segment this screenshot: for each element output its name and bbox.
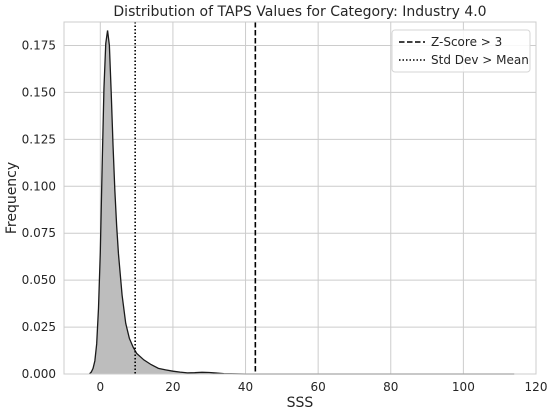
x-tick-label: 0 [96, 380, 104, 394]
y-tick-label: 0.025 [22, 320, 56, 334]
y-tick-label: 0.100 [22, 179, 56, 193]
y-tick-label: 0.125 [22, 132, 56, 146]
plot-frame [63, 21, 537, 375]
reference-lines [134, 22, 257, 374]
x-tick-label: 80 [383, 380, 398, 394]
legend-label-zscore: Z-Score > 3 [431, 35, 502, 49]
y-tick-label: 0.075 [22, 226, 56, 240]
y-tick-label: 0.050 [22, 273, 56, 287]
legend: Z-Score > 3 Std Dev > Mean [391, 29, 531, 73]
y-tick-label: 0.175 [22, 38, 56, 52]
x-tick-label: 120 [525, 380, 548, 394]
x-tick-label: 60 [311, 380, 326, 394]
legend-box [391, 29, 531, 73]
plot-background [64, 22, 536, 374]
x-tick-label: 20 [165, 380, 180, 394]
x-ticks: 0 20 40 60 80 100 120 [96, 380, 547, 394]
y-tick-label: 0.000 [22, 367, 56, 381]
x-tick-label: 100 [452, 380, 475, 394]
y-ticks: 0.000 0.025 0.050 0.075 0.100 0.125 0.150 0.175 [22, 38, 56, 381]
y-tick-label: 0.150 [22, 85, 56, 99]
x-axis-label: SSS [287, 395, 314, 411]
legend-label-stddev: Std Dev > Mean [431, 53, 529, 67]
x-tick-label: 40 [238, 380, 253, 394]
y-axis-label: Frequency [4, 162, 20, 234]
chart-title: Distribution of TAPS Values for Category… [113, 4, 486, 20]
